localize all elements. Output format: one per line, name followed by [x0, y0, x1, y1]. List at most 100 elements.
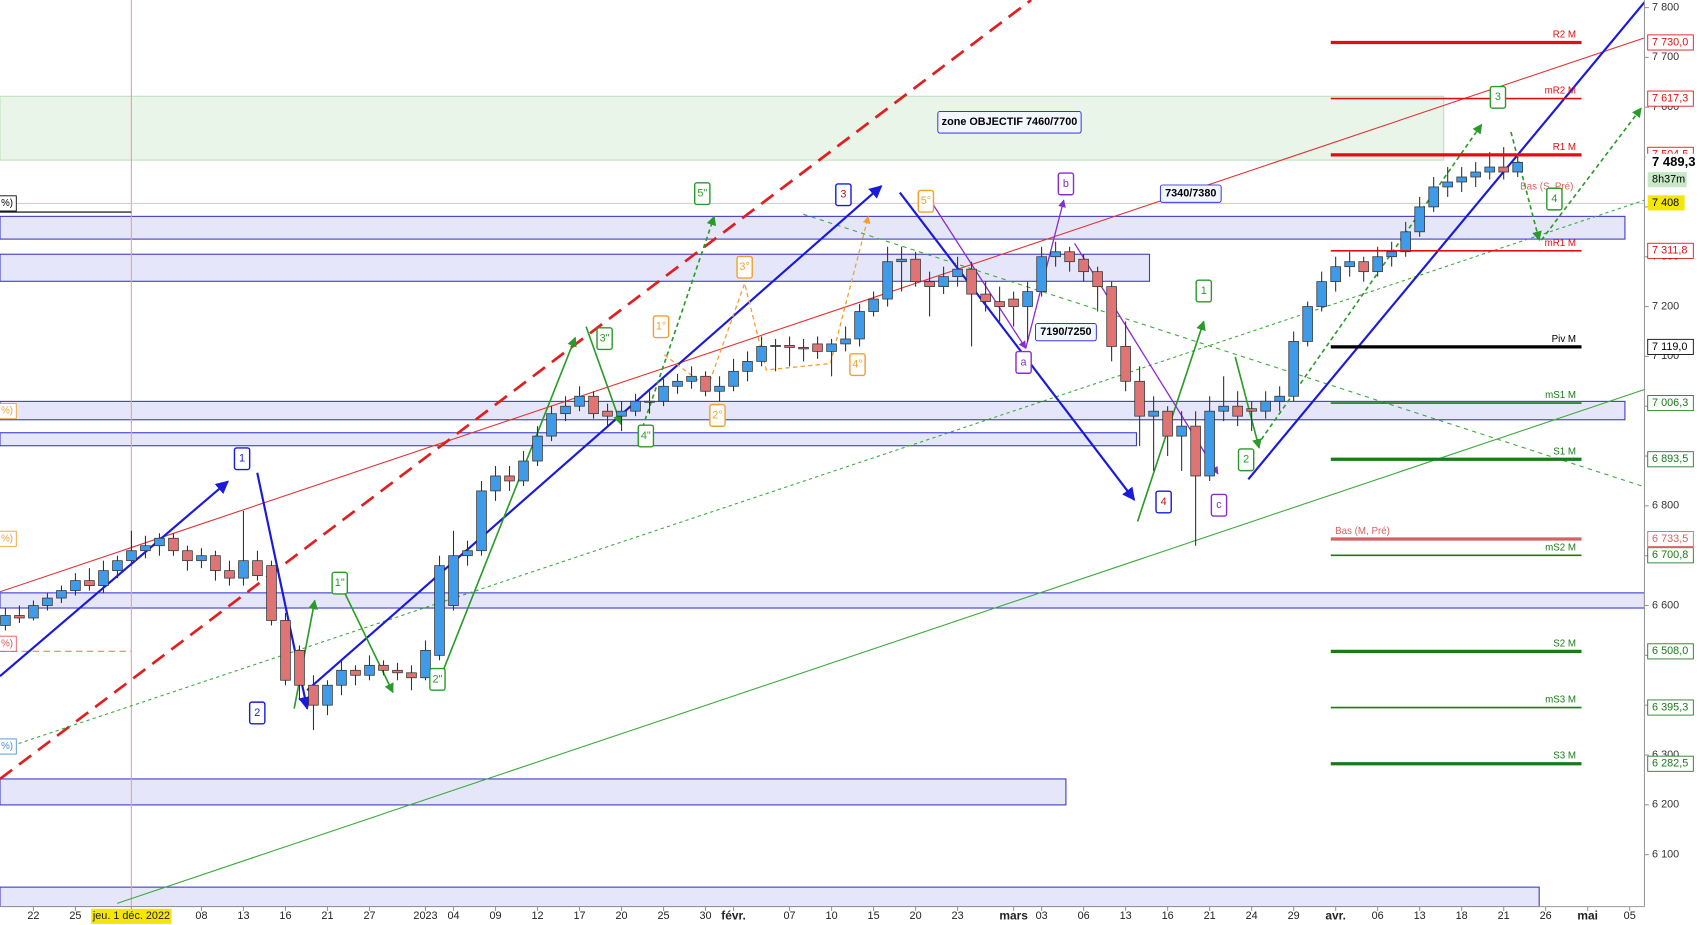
x-tick-label: 10	[826, 910, 838, 922]
arrow	[898, 191, 1136, 501]
candle-body	[1442, 181, 1453, 188]
candle-body	[308, 684, 319, 706]
candle-body	[154, 537, 165, 547]
level-name: Piv M	[1552, 334, 1576, 345]
annotation: Bas (S, Pré)	[1520, 182, 1573, 193]
x-tick-label: 16	[1162, 910, 1174, 922]
candle-body	[1414, 206, 1425, 233]
wave-label: 4"	[641, 430, 651, 442]
candle-body	[602, 410, 613, 417]
candle-body	[1036, 256, 1047, 292]
wave-label: c	[1216, 499, 1222, 511]
zone	[0, 253, 1151, 282]
candle-body	[1092, 271, 1103, 287]
level-tag-label: 7 617,3	[1652, 92, 1688, 104]
left-tag	[0, 195, 17, 212]
candle-body	[140, 545, 151, 552]
level-tag-label: 7 730,0	[1652, 36, 1688, 48]
y-tick-label: 7 200	[1652, 300, 1679, 312]
candle-body	[98, 570, 109, 586]
x-tick-label: 12	[531, 910, 543, 922]
candle-body	[1470, 171, 1481, 178]
candle-body	[1050, 251, 1061, 258]
arrow	[438, 336, 577, 680]
annotation: 7190/7250	[1040, 326, 1091, 338]
level-name: mR2 M	[1545, 86, 1576, 97]
candle-body	[42, 597, 53, 606]
zone	[0, 215, 1626, 240]
trend-line	[0, 199, 1645, 751]
level-name: S1 M	[1553, 446, 1576, 457]
level-tag-label: 6 508,0	[1652, 645, 1688, 657]
level-name: mS2 M	[1545, 542, 1576, 553]
candle-body	[1274, 395, 1285, 402]
candle-body	[658, 385, 669, 402]
candle-body	[168, 537, 179, 552]
wave-box	[1015, 350, 1032, 374]
wave-label: 1"	[335, 577, 345, 589]
x-tick-label: 20	[910, 910, 922, 922]
wave-box	[1210, 493, 1228, 517]
level-tag-label: 6 282,5	[1652, 758, 1688, 770]
candle-body	[980, 293, 991, 302]
wave-box	[429, 667, 446, 691]
wave-box	[917, 189, 935, 213]
x-tick-label: 24	[1246, 910, 1258, 922]
candle-body	[938, 276, 949, 287]
level-name: mS1 M	[1545, 390, 1576, 401]
candle-body	[784, 345, 795, 348]
candle-body	[1204, 410, 1215, 477]
wave-label: 3°	[739, 261, 749, 273]
wave-box	[835, 183, 852, 207]
candle-body	[490, 475, 501, 492]
candle-body	[336, 669, 347, 686]
level-tag	[1647, 242, 1694, 259]
candle-body	[924, 281, 935, 287]
candle-body	[952, 268, 963, 278]
arrow	[1256, 123, 1483, 447]
price-tag	[1645, 153, 1702, 172]
candle-body	[350, 669, 361, 676]
candle-body	[364, 664, 375, 676]
annotation-box	[937, 111, 1082, 134]
level-tag	[1647, 90, 1694, 107]
candle-body	[210, 555, 221, 572]
wave-box	[1057, 172, 1075, 196]
candle-body	[448, 555, 459, 606]
candle-body	[1344, 261, 1355, 268]
price-tag	[1647, 195, 1685, 211]
candle-body	[1078, 258, 1089, 273]
level-tag	[1647, 395, 1694, 412]
trend-line	[117, 388, 1645, 904]
candle-body	[420, 649, 431, 679]
arrow	[585, 326, 623, 426]
x-tick-label: 21	[1204, 910, 1216, 922]
x-tick-label: févr.	[721, 909, 746, 923]
wave-label: 1	[239, 453, 245, 465]
wave-label: 2"	[432, 673, 442, 685]
left-tag-label: %)	[1, 638, 13, 649]
trend-line	[1247, 1, 1646, 480]
candle-body	[1190, 425, 1201, 477]
crosshair-tag	[91, 908, 172, 924]
left-tag-label: %)	[1, 533, 13, 544]
left-tag-label: %)	[1, 406, 13, 417]
x-tick-label: 25	[69, 910, 81, 922]
candle-body	[1064, 251, 1075, 263]
wave-label: 4	[1551, 193, 1557, 205]
wave-box	[849, 353, 866, 377]
candle-body	[532, 435, 543, 462]
wave-label: a	[1021, 356, 1028, 368]
wave-box	[1195, 279, 1213, 303]
candle-body	[322, 684, 333, 706]
y-tick-label: 6 300	[1652, 749, 1679, 761]
candle-body	[294, 649, 305, 686]
candle-body	[1358, 261, 1369, 273]
candle-body	[252, 560, 263, 577]
candle-body	[476, 490, 487, 552]
candle-body	[378, 664, 389, 671]
candle-body	[280, 620, 291, 681]
candle-body	[238, 560, 249, 579]
